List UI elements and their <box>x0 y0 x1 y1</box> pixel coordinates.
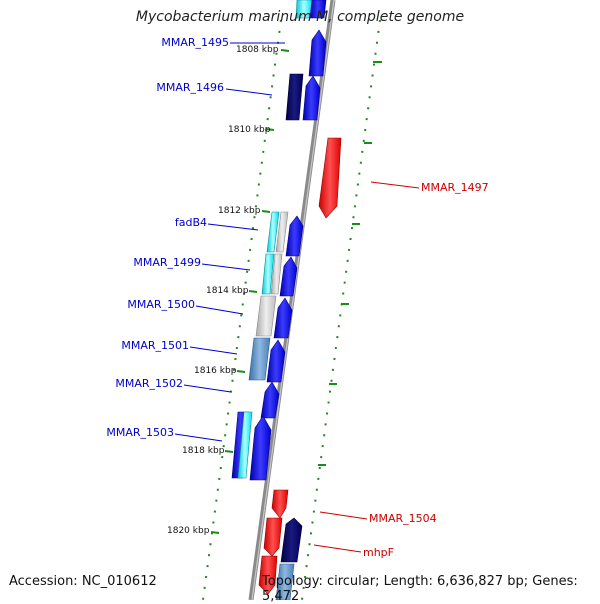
tick-1818 <box>224 450 234 453</box>
gene-arrow-mmar-1497 <box>318 137 342 219</box>
kbp-label: 1808 kbp <box>236 45 279 55</box>
gene-arrow <box>273 297 293 339</box>
accession-label: Accession: NC_010612 <box>9 574 157 589</box>
kbp-labels: 1808 kbp 1810 kbp 1812 kbp 1814 kbp 1816… <box>167 45 279 536</box>
gene-arrow-mmar-1504 <box>271 489 289 519</box>
gene-arrow <box>266 339 286 383</box>
kbp-label: 1818 kbp <box>182 446 225 456</box>
gene-label-mmar-1496: MMAR_1496 <box>156 81 224 94</box>
gene-label-mmar-1503: MMAR_1503 <box>106 426 174 439</box>
tick-1816 <box>236 370 246 373</box>
gene-arrow <box>309 0 327 19</box>
reverse-genes <box>258 137 342 595</box>
gene-label-mmar-1497: MMAR_1497 <box>421 181 489 194</box>
major-ticks <box>210 49 290 534</box>
genome-backbone <box>248 0 336 600</box>
map-title: Mycobacterium marinum M, complete genome <box>135 9 465 25</box>
gene-arrow-mmar-1496 <box>285 73 304 121</box>
gene-arrow-mmar-1499b <box>270 253 283 295</box>
kbp-label: 1820 kbp <box>167 526 210 536</box>
outer-ticks <box>318 61 382 466</box>
forward-genes <box>231 0 327 600</box>
tick-1814 <box>248 290 258 293</box>
gene-arrow-mmar-1501 <box>248 337 271 381</box>
tick-1808 <box>280 49 290 52</box>
tick-1810 <box>265 128 275 131</box>
reverse-gene-labels: MMAR_1497 MMAR_1504 mhpF <box>313 181 489 559</box>
gene-label-mmar-1502: MMAR_1502 <box>115 377 183 390</box>
gene-arrow-mmar-1500 <box>255 295 277 337</box>
gene-label-mmar-1501: MMAR_1501 <box>121 339 189 352</box>
gene-arrow <box>279 256 298 297</box>
gene-arrow-mhpf <box>263 517 283 557</box>
tick-1820 <box>210 531 220 534</box>
gene-arrow-mmar-1499 <box>261 253 275 295</box>
gene-arrow-mmar-1496b <box>302 75 321 121</box>
gene-arrow <box>258 555 278 595</box>
tick-1812 <box>261 210 271 213</box>
gene-arrow-fadb4b <box>275 211 289 253</box>
gene-label-mmar-1495: MMAR_1495 <box>161 36 229 49</box>
gene-label-fadb4: fadB4 <box>175 216 207 229</box>
gene-arrow <box>249 415 272 481</box>
gene-arrow-mmar-1502 <box>260 381 280 419</box>
gene-label-mhpf: mhpF <box>363 546 394 559</box>
gene-label-mmar-1499: MMAR_1499 <box>133 256 201 269</box>
kbp-label: 1814 kbp <box>206 286 249 296</box>
kbp-label: 1816 kbp <box>194 366 237 376</box>
kbp-label: 1812 kbp <box>218 206 261 216</box>
gene-arrow-fadb4 <box>266 211 280 253</box>
gene-arrow-mmar-1503b <box>237 411 253 479</box>
forward-gene-labels: MMAR_1495 MMAR_1496 fadB4 MMAR_1499 MMAR… <box>106 36 285 442</box>
gene-arrow <box>285 215 304 257</box>
gene-arrow <box>275 563 295 600</box>
gene-arrow-mmar-1495 <box>308 29 327 77</box>
gene-label-mmar-1504: MMAR_1504 <box>369 512 437 525</box>
gene-arrow <box>280 517 303 563</box>
gene-label-mmar-1500: MMAR_1500 <box>127 298 195 311</box>
kbp-label: 1810 kbp <box>228 125 271 135</box>
